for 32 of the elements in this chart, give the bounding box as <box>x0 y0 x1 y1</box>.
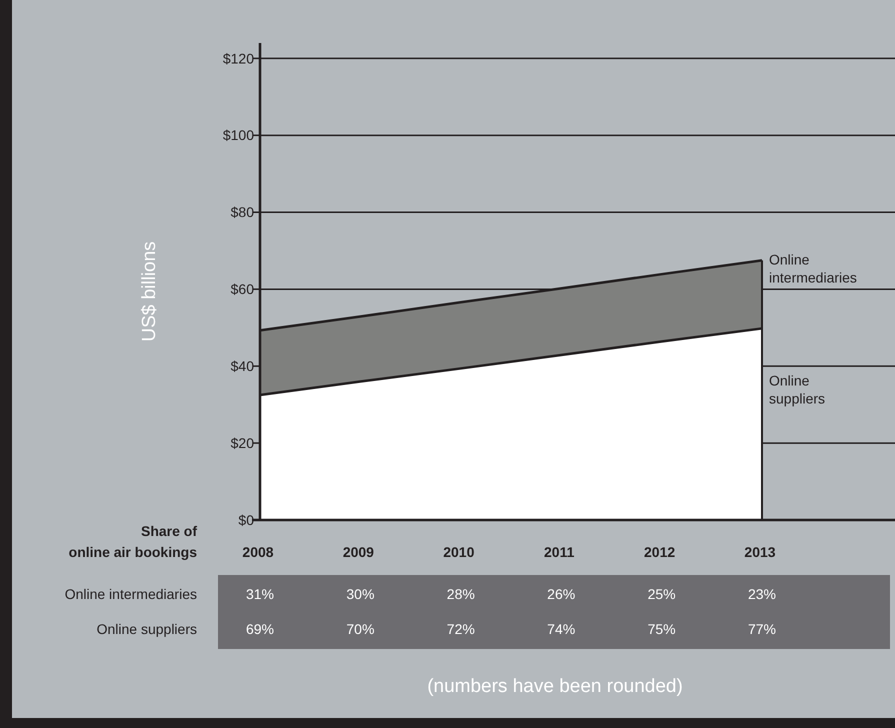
text: 31% <box>246 586 274 602</box>
x-tick-label: 2010 <box>443 544 475 560</box>
x-tick-label: 2012 <box>644 544 676 560</box>
text: 25% <box>648 586 676 602</box>
y-tick-label: $120 <box>222 50 254 66</box>
text: 75% <box>648 621 676 637</box>
series-label: Online intermediaries <box>769 251 857 286</box>
text: Online suppliers <box>96 621 197 637</box>
series-label: Online suppliers <box>769 372 826 406</box>
text: 77% <box>748 621 776 637</box>
text: 72% <box>446 621 475 637</box>
x-tick-label: 2008 <box>242 544 274 560</box>
text: 69% <box>246 621 274 637</box>
y-tick-label: $0 <box>238 512 254 528</box>
y-tick-label: $80 <box>230 204 254 220</box>
text: (numbers have been rounded) <box>427 676 683 697</box>
x-tick-label: 2011 <box>544 544 575 560</box>
text: 74% <box>547 621 576 637</box>
y-tick-label: $100 <box>222 127 254 144</box>
y-tick-label: $60 <box>230 281 254 298</box>
text: 23% <box>748 586 776 602</box>
y-axis-title: US$ billions <box>139 241 160 342</box>
x-tick-label: 2013 <box>744 544 776 560</box>
text: 70% <box>346 621 374 637</box>
text: Online intermediaries <box>64 586 197 602</box>
text: 28% <box>446 586 475 602</box>
y-tick-label: $20 <box>230 434 254 451</box>
text: Share of online air bookings <box>68 523 198 560</box>
text: 30% <box>346 586 374 602</box>
x-tick-label: 2009 <box>342 544 374 560</box>
text: 26% <box>547 586 576 602</box>
y-tick-label: $40 <box>230 358 254 374</box>
